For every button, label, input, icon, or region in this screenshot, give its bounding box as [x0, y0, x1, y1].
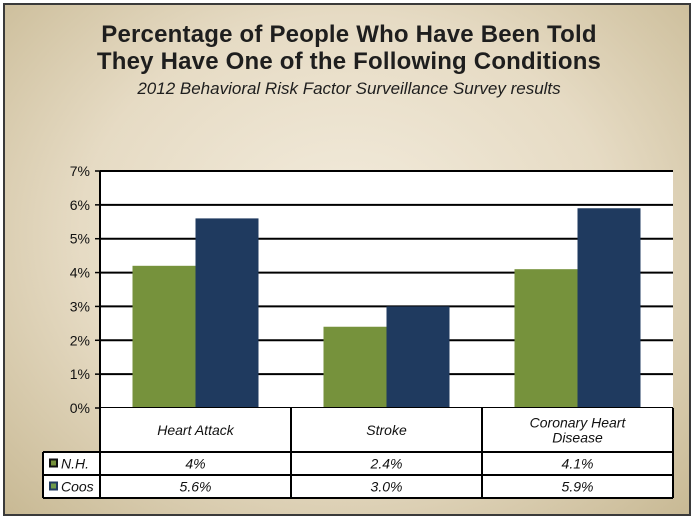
y-tick-label: 3% [70, 298, 90, 314]
y-tick-label: 6% [70, 197, 90, 213]
y-tick-label: 7% [70, 163, 90, 179]
chart-title-line2: They Have One of the Following Condition… [96, 48, 602, 75]
data-table-value: 2.4% [370, 456, 403, 472]
legend-series-name: N.H. [61, 456, 89, 472]
y-tick-label: 4% [70, 265, 90, 281]
x-category-label: Coronary Heart [530, 415, 627, 431]
y-tick-label: 1% [70, 366, 90, 382]
chart-title-line1: Percentage of People Who Have Been Told [101, 21, 597, 48]
table-header-bg [100, 408, 673, 452]
y-tick-label: 2% [70, 332, 90, 348]
y-tick-label: 0% [70, 400, 90, 416]
legend-key-nh-inner [51, 460, 56, 466]
bar [514, 269, 578, 408]
x-category-label: Disease [552, 430, 603, 446]
data-table-value: 5.9% [562, 479, 594, 495]
chart-plot: 0% 1% 2% 3% 4% 5% 6% 7% Heart Attack Stroke Corona… [42, 163, 674, 499]
data-table-value: 4% [185, 456, 205, 472]
chart-frame: Percentage of People Who Have Been Told … [3, 3, 691, 516]
x-category-label: Stroke [366, 422, 407, 438]
chart-subtitle: 2012 Behavioral Risk Factor Surveillance… [137, 79, 561, 98]
bar [577, 208, 641, 408]
legend-series-name: Coos [61, 479, 94, 495]
legend-key-coos-inner [51, 483, 56, 489]
data-table-value: 5.6% [180, 479, 212, 495]
bar [195, 218, 259, 408]
bar [386, 306, 450, 408]
y-tick-label: 5% [70, 231, 90, 247]
x-category-label: Heart Attack [157, 422, 235, 438]
bar [323, 326, 387, 408]
data-table-value: 4.1% [562, 456, 594, 472]
bar [132, 265, 196, 408]
data-table-value: 3.0% [371, 479, 403, 495]
